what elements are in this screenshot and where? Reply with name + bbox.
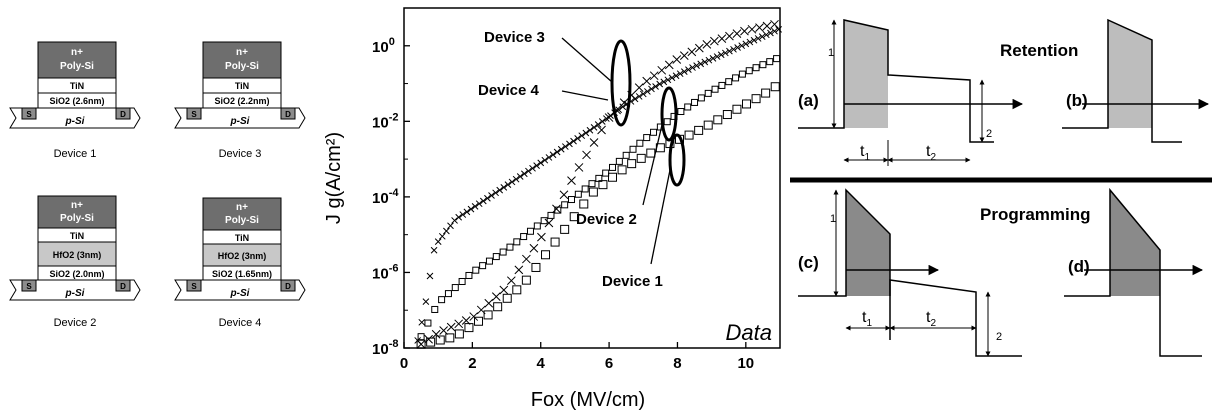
metal-label: TiN [235,81,249,91]
drain-label: D [120,282,126,291]
oxide-label: SiO2 (2.2nm) [214,96,269,106]
label-b: (b) [1066,91,1088,110]
barrier-fill-a [844,20,888,128]
source-label: S [191,110,197,119]
substrate-label: p-Si [230,288,250,299]
gate-doping-label: n+ [236,202,248,213]
y-tick-label: 10-2 [372,111,398,131]
drain-label: D [120,110,126,119]
gate-doping-label: n+ [71,200,83,211]
device-3-stack: n+ Poly-Si TiN SiO2 (2.2nm) S D p-Si Dev… [175,42,305,160]
annotation-device-2: Device 2 [576,211,637,228]
label-d: (d) [1068,257,1090,276]
x-tick-label: 0 [400,355,408,372]
x-tick-label: 4 [537,355,546,372]
diagram-b: (b) [1062,20,1208,142]
label-1-c: 1 [830,213,836,225]
y-tick-label: 100 [372,36,395,56]
label-1-a: 1 [828,47,834,59]
substrate-label: p-Si [230,116,250,127]
band-line-a [798,20,994,142]
label-a: (a) [798,91,819,110]
device-name: Device 4 [219,317,262,329]
y-axis-label: J g(A/cm²) [323,132,345,224]
x-axis-label: Fox (MV/cm) [531,389,645,411]
gate-material-label: Poly-Si [225,61,259,72]
gate-material-label: Poly-Si [60,61,94,72]
x-tick-label: 6 [605,355,613,372]
source-label: S [26,110,32,119]
label-2-c: 2 [996,331,1002,343]
source-label: S [191,282,197,291]
substrate-label: p-Si [65,288,85,299]
annotation-device-4: Device 4 [478,82,540,99]
metal-label: TiN [70,231,84,241]
drain-label: D [285,282,291,291]
device-4-stack: n+ Poly-Si TiN HfO2 (3nm) SiO2 (1.65nm) … [175,198,305,329]
annotation-device-3: Device 3 [484,29,545,46]
waveform-panel: 1 2 (a) t1 t2 Retention (b) Programming [790,0,1212,412]
label-c: (c) [798,253,819,272]
x-tick-label: 2 [468,355,476,372]
programming-title: Programming [980,205,1091,224]
data-watermark: Data [726,320,772,345]
substrate-label: p-Si [65,116,85,127]
retention-title: Retention [1000,41,1078,60]
highk-label: HfO2 (3nm) [53,250,102,260]
drain-label: D [285,110,291,119]
device-2-stack: n+ Poly-Si TiN HfO2 (3nm) SiO2 (2.0nm) S… [10,196,140,329]
y-tick-label: 10-8 [372,338,398,358]
oxide-label: SiO2 (2.0nm) [49,269,104,279]
x-tick-label: 10 [737,355,754,372]
device-name: Device 1 [54,148,97,160]
device-1-stack: n+ Poly-Si TiN SiO2 (2.6nm) S D p-Si Dev… [10,42,140,160]
gate-material-label: Poly-Si [60,213,94,224]
t1-label-c: t1 [862,309,872,329]
gate-doping-label: n+ [71,47,83,58]
x-tick-label: 8 [673,355,681,372]
y-tick-label: 10-4 [372,187,399,207]
y-tick-label: 10-6 [372,262,398,282]
jg-fox-chart: 100 10-2 10-4 10-6 10-8 0 2 4 6 8 10 Fox (MV/cm) … [318,0,788,412]
diagram-a: 1 2 (a) t1 t2 [798,20,1022,166]
device-stacks-svg: n+ Poly-Si TiN SiO2 (2.6nm) S D p-Si Dev… [0,0,330,412]
band-line-c-right [890,280,1022,356]
oxide-label: SiO2 (2.6nm) [49,96,104,106]
device-name: Device 2 [54,317,97,329]
t2-label-c: t2 [926,309,936,329]
label-2-a: 2 [986,128,992,140]
metal-label: TiN [235,233,249,243]
highk-label: HfO2 (3nm) [218,251,267,261]
device-name: Device 3 [219,148,262,160]
gate-material-label: Poly-Si [225,215,259,226]
barrier-fill-c [846,190,890,296]
barrier-fill-d [1110,190,1160,296]
oxide-label: SiO2 (1.65nm) [212,269,272,279]
gate-doping-label: n+ [236,47,248,58]
plot-frame [404,8,780,348]
chart-svg: 10010-210-410-610-8 0 2 4 6 8 10 Fox (MV/cm) … [318,0,788,412]
device-stacks-panel: n+ Poly-Si TiN SiO2 (2.6nm) S D p-Si Dev… [0,0,330,412]
metal-label: TiN [70,81,84,91]
waveform-svg: 1 2 (a) t1 t2 Retention (b) Programming [790,0,1212,412]
source-label: S [26,282,32,291]
annotation-device-1: Device 1 [602,273,663,290]
